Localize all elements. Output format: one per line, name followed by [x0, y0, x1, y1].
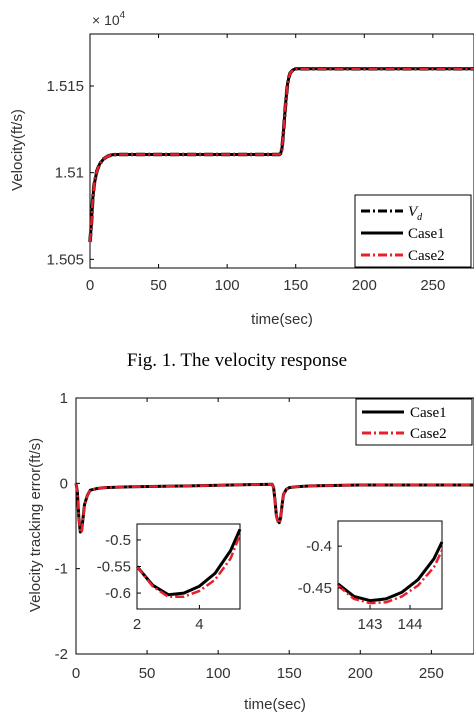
- fig1-y-tick-label: 1.505: [46, 251, 84, 268]
- fig2-legend-box: [355, 398, 473, 446]
- fig2-x-tick-label: 100: [206, 665, 231, 682]
- fig1-series-case2: [88, 67, 474, 243]
- fig1-x-ticks: 0 50 100 150 200 250: [86, 34, 445, 294]
- fig2-y-ticks: 1 0 -1 -2: [55, 390, 80, 663]
- inset1-series-case1: [135, 528, 242, 597]
- fig1-caption: Fig. 1. The velocity response: [127, 350, 347, 371]
- inset1-series-group: [135, 528, 242, 599]
- fig2-inset2: 143 144 -0.4 -0.45: [298, 520, 444, 633]
- fig2-inset1: 2 4 -0.5 -0.55 -0.6: [97, 523, 242, 633]
- inset2-x-tick-label: 144: [397, 616, 422, 633]
- figure1: 0 50 100 150 200 250 1.505 1.51 1.515 × 104 Vel…: [9, 10, 474, 328]
- fig1-x-tick-label: 150: [283, 277, 308, 294]
- inset1-y-tick-label: -0.5: [105, 532, 131, 549]
- fig2-x-tick-label: 0: [72, 665, 80, 682]
- fig2-y-tick-label: -1: [55, 561, 68, 578]
- fig1-y-ticks: 1.505 1.51 1.515: [46, 78, 94, 268]
- fig2-x-tick-label: 250: [419, 665, 444, 682]
- inset2-ticks: 143 144 -0.4 -0.45: [298, 538, 423, 633]
- fig2-x-tick-label: 200: [348, 665, 373, 682]
- fig1-y-tick-label: 1.515: [46, 78, 84, 95]
- fig1-legend-case1-label: Case1: [408, 226, 445, 242]
- fig1-exponent: × 104: [92, 10, 126, 28]
- fig2-legend-case2-label: Case2: [410, 426, 447, 442]
- fig2-x-tick-label: 50: [139, 665, 156, 682]
- fig2-legend-case1-label: Case1: [410, 405, 447, 421]
- fig1-legend-case2-label: Case2: [408, 248, 445, 264]
- inset2-frame: [337, 520, 443, 610]
- inset2-series-group: [337, 541, 444, 605]
- inset2-y-tick-label: -0.45: [298, 580, 332, 597]
- inset1-y-tick-label: -0.6: [105, 585, 131, 602]
- fig2-x-ticks: 0 50 100 150 200 250: [72, 398, 444, 682]
- fig1-x-tick-label: 100: [215, 277, 240, 294]
- fig2-xlabel: time(sec): [244, 696, 306, 713]
- inset1-x-tick-label: 2: [133, 616, 141, 633]
- inset1-x-tick-label: 4: [195, 616, 203, 633]
- fig2-x-tick-label: 150: [277, 665, 302, 682]
- fig2-legend: Case1 Case2: [355, 398, 473, 446]
- fig1-x-tick-label: 50: [150, 277, 167, 294]
- inset2-y-tick-label: -0.4: [306, 538, 332, 555]
- fig1-x-tick-label: 0: [86, 277, 94, 294]
- fig2-y-tick-label: 0: [60, 475, 68, 492]
- fig1-legend-vd-label: Vd: [408, 204, 423, 223]
- inset1-ticks: 2 4 -0.5 -0.55 -0.6: [97, 532, 204, 633]
- fig2-series-case2: [74, 482, 474, 535]
- fig1-series-group: [88, 66, 474, 243]
- inset2-x-tick-label: 143: [357, 616, 382, 633]
- inset2-series-case2: [337, 549, 444, 605]
- fig2-ylabel: Velocity tracking error(ft/s): [27, 438, 44, 612]
- inset2-series-case1: [337, 541, 444, 603]
- fig1-x-tick-label: 250: [420, 277, 445, 294]
- fig1-x-tick-label: 200: [352, 277, 377, 294]
- fig2-y-tick-label: -2: [55, 646, 68, 663]
- fig2-series-group: [74, 482, 474, 535]
- fig2-y-tick-label: 1: [60, 390, 68, 407]
- fig1-legend: Vd Case1 Case2: [354, 194, 472, 268]
- fig1-xlabel: time(sec): [251, 311, 313, 328]
- figure2: 0 50 100 150 200 250 1 0 -1 -2 2 4 -0.5 -0.55 -0.6 1…: [27, 390, 474, 713]
- fig1-ylabel: Velocity(ft/s): [9, 109, 26, 191]
- inset1-y-tick-label: -0.55: [97, 559, 131, 576]
- fig1-y-tick-label: 1.51: [55, 165, 84, 182]
